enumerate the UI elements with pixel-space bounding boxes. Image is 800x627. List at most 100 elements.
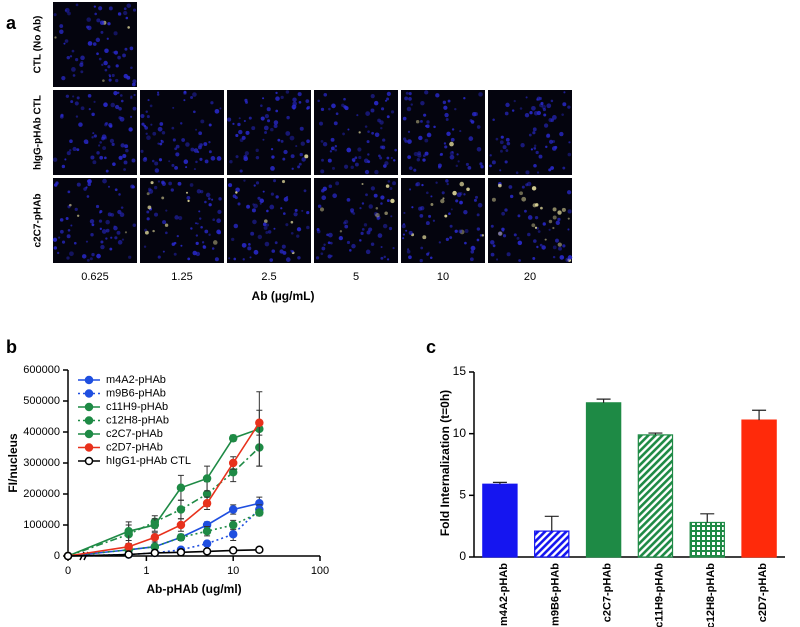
cell [321,158,324,162]
cell [197,145,202,150]
cell [238,117,241,120]
cell [354,162,359,167]
cell [321,195,327,201]
cell [122,154,127,159]
cell [100,244,105,250]
cell [502,234,507,238]
cell [96,253,101,259]
y-tick-label: 0 [54,550,60,562]
cell [367,160,371,164]
cell [66,55,71,60]
cell [61,240,66,244]
cell [367,153,370,156]
cell [498,183,502,188]
cell [147,187,152,192]
cell [66,234,71,239]
cell [504,160,508,164]
cell [100,30,104,34]
cell [350,208,355,213]
x-axis-title: Ab (µg/mL) [252,289,315,303]
cell [542,222,546,226]
cell [545,133,551,139]
panel-label: a [6,13,17,33]
cell [101,136,105,141]
cell [130,95,133,98]
cell [425,191,429,195]
cell [267,230,272,234]
cell [469,257,474,262]
cell [531,223,536,228]
cell [105,219,110,225]
cell [205,192,211,198]
cell [491,160,496,165]
cell [346,240,351,245]
cell [459,130,462,133]
cell [435,93,440,98]
cell [174,165,178,170]
cell [320,140,324,143]
cell [535,203,539,207]
cell [235,155,239,159]
cell [532,131,536,135]
y-tick-label: 5 [459,488,466,502]
cell [323,243,326,246]
cell [71,67,76,72]
cell [168,160,171,163]
cell [64,9,68,12]
cell [143,124,147,128]
cell [327,158,332,163]
cell [429,256,433,260]
cell [245,100,248,104]
cell [513,99,516,103]
cell [183,99,186,102]
cell [111,142,115,146]
cell [262,138,265,141]
cell [148,189,154,194]
cell [243,154,248,159]
data-point [176,520,186,530]
cell [504,208,508,212]
cell [159,142,163,146]
cell [492,118,495,122]
cell [154,185,158,190]
cell [156,93,160,96]
cell [441,191,445,195]
cell [177,181,182,186]
cell [509,194,514,199]
cell [157,255,161,259]
data-point [202,526,212,536]
cell [269,258,274,262]
cell [505,149,509,152]
cell [450,208,453,211]
cell [255,155,260,160]
cell [248,243,251,246]
cell [105,237,108,240]
cell [132,8,137,12]
cell [76,96,80,100]
cell [524,113,530,118]
cell [66,256,70,260]
cell [183,90,187,94]
cell [330,146,335,151]
cell [539,243,543,247]
cell [418,135,423,141]
cell [552,255,556,259]
legend-label: c2C7-pHAb [106,428,163,440]
cell [58,236,61,239]
cell [413,151,418,157]
cell [204,200,207,204]
cell [239,138,244,143]
cell [567,209,572,214]
cell [402,237,405,240]
cell [442,197,445,200]
cell [122,53,126,58]
cell [500,149,503,153]
cell [210,101,214,105]
cell [178,215,183,221]
cell [359,207,362,210]
cell [357,147,362,152]
cell [200,225,203,229]
cell [152,131,157,136]
cell [103,136,108,140]
cell [525,183,529,187]
